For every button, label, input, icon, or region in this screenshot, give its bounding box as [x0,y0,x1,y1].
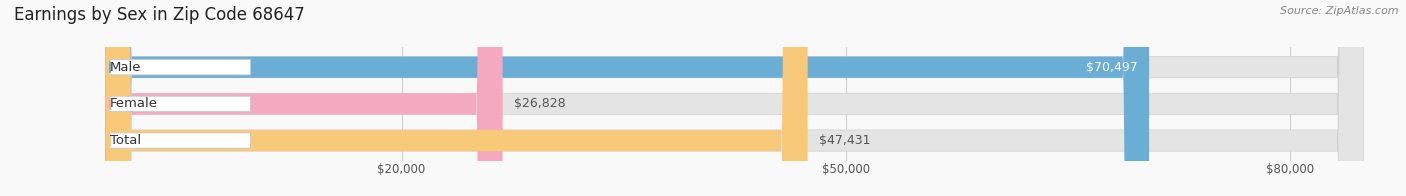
Text: $47,431: $47,431 [820,134,870,147]
FancyBboxPatch shape [110,133,250,148]
Text: Earnings by Sex in Zip Code 68647: Earnings by Sex in Zip Code 68647 [14,6,305,24]
FancyBboxPatch shape [105,0,807,196]
Text: Source: ZipAtlas.com: Source: ZipAtlas.com [1281,6,1399,16]
Text: Female: Female [110,97,157,110]
FancyBboxPatch shape [110,96,250,112]
FancyBboxPatch shape [105,0,502,196]
FancyBboxPatch shape [110,60,250,75]
FancyBboxPatch shape [105,0,1149,196]
FancyBboxPatch shape [105,0,1364,196]
Text: $70,497: $70,497 [1085,61,1137,74]
Text: Total: Total [110,134,141,147]
FancyBboxPatch shape [105,0,1364,196]
Text: Male: Male [110,61,142,74]
FancyBboxPatch shape [105,0,1364,196]
Text: $26,828: $26,828 [515,97,567,110]
